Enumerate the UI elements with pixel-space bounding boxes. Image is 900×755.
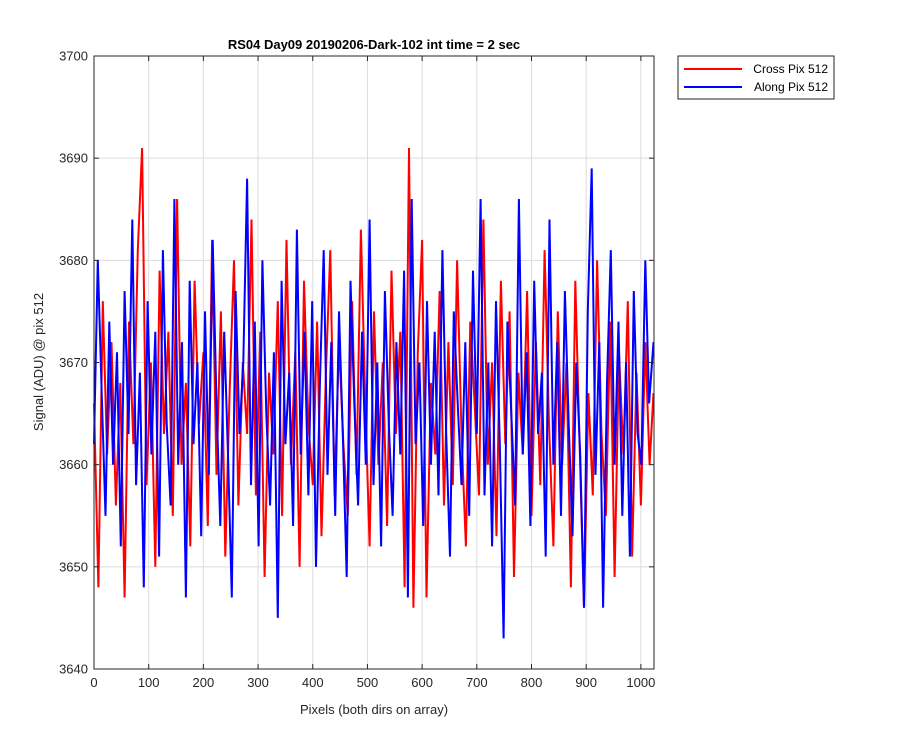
y-tick-label: 3700 [59, 49, 88, 64]
legend: Cross Pix 512 Along Pix 512 [677, 55, 835, 100]
y-tick-label: 3690 [59, 151, 88, 166]
y-tick-label: 3660 [59, 457, 88, 472]
chart-title: RS04 Day09 20190206-Dark-102 int time = … [228, 37, 520, 52]
x-tick-label: 800 [521, 675, 543, 690]
legend-label-cross-pix: Cross Pix 512 [753, 62, 828, 76]
grid [93, 56, 654, 669]
y-tick-label: 3640 [59, 662, 88, 677]
x-tick-label: 400 [302, 675, 324, 690]
x-tick-label: 500 [357, 675, 379, 690]
x-tick-label: 900 [575, 675, 597, 690]
legend-box [677, 55, 835, 100]
x-tick-label: 0 [90, 675, 97, 690]
y-tick-label: 3680 [59, 253, 88, 268]
series-along-pix-512-line [93, 168, 655, 639]
x-axis-label: Pixels (both dirs on array) [300, 702, 448, 717]
x-tick-label: 100 [138, 675, 160, 690]
y-axis-label: Signal (ADU) @ pix 512 [31, 293, 46, 431]
legend-label-along-pix: Along Pix 512 [754, 80, 828, 94]
axis-ticks: 0 100 200 300 400 500 600 700 800 900 1000 3640 3650… [59, 49, 655, 691]
y-tick-label: 3650 [59, 559, 88, 574]
x-tick-label: 300 [247, 675, 269, 690]
x-tick-label: 200 [193, 675, 215, 690]
x-tick-label: 1000 [626, 675, 655, 690]
x-tick-label: 700 [466, 675, 488, 690]
series-layer [93, 147, 655, 639]
x-tick-label: 600 [411, 675, 433, 690]
y-tick-label: 3670 [59, 355, 88, 370]
